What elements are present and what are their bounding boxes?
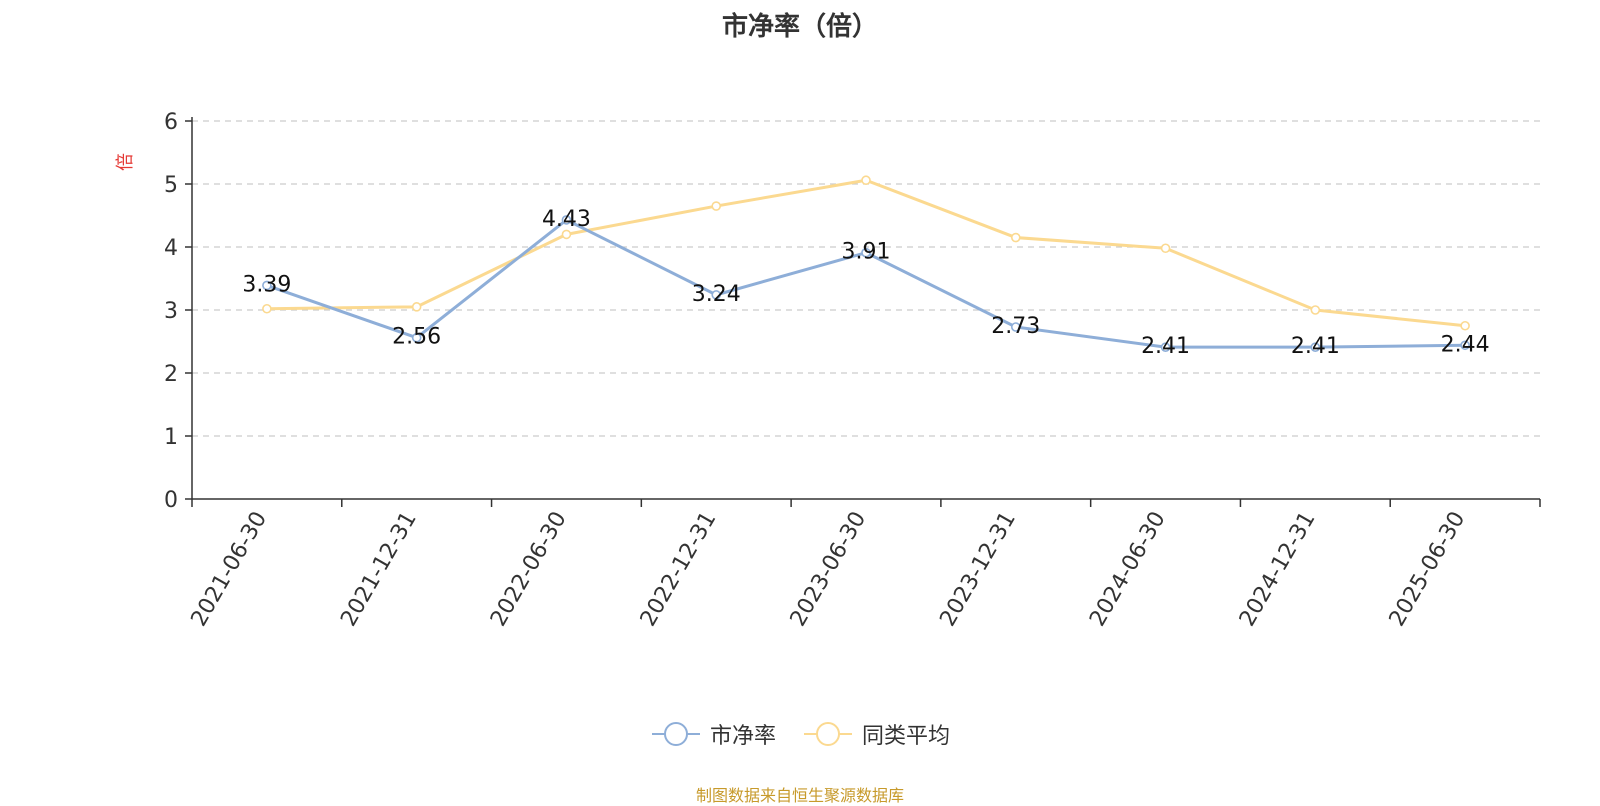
y-tick-label-0: 0: [164, 488, 178, 513]
x-tick-label-2024-06-30: 2024-06-30: [1085, 508, 1171, 631]
series-1-point-2024-06-30: [1160, 243, 1171, 254]
series-0-point-2024-12-31: [1310, 342, 1321, 352]
data-label-2025-06-30: 2.44: [1441, 332, 1490, 357]
data-label-2021-12-31: 2.56: [392, 325, 441, 350]
series-1-point-2021-12-31: [411, 302, 422, 312]
y-tick-label-1: 1: [164, 425, 178, 450]
source-note: 制图数据来自恒生聚源数据库: [695, 786, 904, 805]
x-tick-label-2021-12-31: 2021-12-31: [336, 507, 422, 630]
data-labels: 3.39 2.56 4.43 3.24 3.91 2.73 2.41 2.41 2.44: [242, 207, 1489, 359]
series-1-point-2022-12-31: [711, 201, 722, 211]
data-label-2023-06-30: 3.91: [842, 240, 891, 265]
data-label-2024-06-30: 2.41: [1141, 334, 1190, 359]
x-tick-label-2025-06-30: 2025-06-30: [1385, 508, 1471, 631]
legend-marker-peer-average-icon: [804, 722, 852, 746]
y-tick-label-4: 4: [164, 236, 178, 261]
x-tick-label-2024-12-31: 2024-12-31: [1235, 508, 1321, 631]
y-axis-label: 倍: [115, 153, 136, 171]
x-tick-label-2023-12-31: 2023-12-31: [935, 508, 1021, 631]
y-tick-label-2: 2: [164, 362, 178, 387]
legend-label-pb: 市净率: [709, 724, 776, 749]
series-1-point-2024-12-31: [1310, 305, 1321, 315]
x-tick-label-2023-06-30: 2023-06-30: [786, 508, 872, 631]
series-1-point-2023-12-31: [1010, 232, 1021, 243]
y-tick-label-5: 5: [164, 173, 178, 198]
legend-marker-pb-icon: [651, 722, 700, 746]
legend-item-pb[interactable]: 市净率: [650, 718, 776, 750]
data-label-2021-06-30: 3.39: [242, 272, 291, 297]
series-0-point-2021-12-31: [411, 332, 422, 343]
x-tick-label-2022-06-30: 2022-06-30: [486, 508, 572, 631]
series-0-point-2025-06-30: [1460, 340, 1470, 351]
series-0-point-2022-12-31: [711, 290, 722, 300]
grid-lines: [192, 120, 1540, 437]
x-tick-label-2022-12-31: 2022-12-31: [636, 508, 722, 631]
series-lines: [262, 175, 1470, 352]
data-label-2022-12-31: 3.24: [692, 282, 741, 307]
legend: 市净率 同类平均: [0, 718, 1600, 750]
data-label-2023-12-31: 2.73: [991, 314, 1040, 339]
series-0-point-2024-06-30: [1160, 342, 1171, 352]
legend-item-peer-average[interactable]: 同类平均: [802, 718, 950, 750]
series-1-point-2021-06-30: [262, 303, 272, 314]
data-label-2022-06-30: 4.43: [542, 207, 591, 232]
x-tick-label-2021-06-30: 2021-06-30: [187, 508, 273, 631]
data-label-2024-12-31: 2.41: [1291, 334, 1340, 359]
series-0-point-2022-06-30: [561, 215, 572, 225]
legend-label-peer-average: 同类平均: [862, 724, 951, 749]
series-1-point-2025-06-30: [1460, 320, 1470, 331]
y-tick-label-3: 3: [164, 299, 178, 324]
y-tick-label-6: 6: [164, 110, 178, 135]
series-1-point-2023-06-30: [861, 175, 871, 186]
series-1-point-2022-06-30: [561, 229, 572, 240]
series-0-point-2023-12-31: [1010, 322, 1021, 332]
chart-title: 市净率（倍）: [721, 12, 878, 42]
series-0-point-2021-06-30: [262, 280, 272, 291]
series-0-point-2023-06-30: [861, 247, 871, 258]
